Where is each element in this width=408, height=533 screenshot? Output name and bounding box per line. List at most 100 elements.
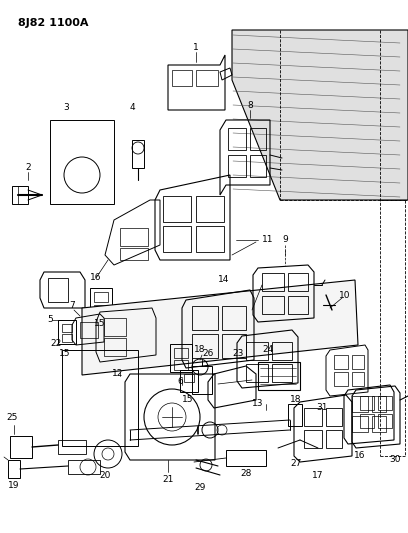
Bar — [262, 273, 284, 291]
Bar — [192, 334, 218, 358]
Text: 15: 15 — [182, 395, 194, 405]
Bar — [288, 404, 302, 426]
Bar — [90, 288, 112, 316]
Bar — [250, 128, 266, 150]
Text: 3: 3 — [63, 103, 69, 112]
Bar — [174, 348, 188, 358]
Bar — [174, 360, 188, 370]
Text: 22: 22 — [50, 340, 62, 349]
Bar — [62, 350, 138, 446]
Text: 6: 6 — [177, 377, 183, 386]
Text: 1: 1 — [193, 44, 199, 52]
Bar — [192, 306, 218, 330]
Bar — [80, 322, 98, 338]
Bar — [180, 370, 198, 392]
Text: 8: 8 — [247, 101, 253, 109]
Text: 18: 18 — [194, 345, 206, 354]
Bar — [258, 362, 300, 390]
Text: 9: 9 — [282, 236, 288, 245]
Text: 24: 24 — [262, 345, 274, 354]
Bar — [196, 196, 224, 222]
Text: 12: 12 — [112, 369, 124, 378]
Text: 7: 7 — [69, 302, 75, 311]
Text: 31: 31 — [316, 403, 328, 413]
Text: 27: 27 — [290, 459, 302, 469]
Polygon shape — [82, 280, 358, 375]
Bar — [272, 342, 292, 360]
Bar — [58, 440, 86, 454]
Bar — [334, 372, 348, 386]
Bar — [352, 396, 368, 412]
Bar — [163, 226, 191, 252]
Bar — [334, 355, 348, 369]
Bar — [196, 226, 224, 252]
Bar — [104, 318, 126, 336]
Bar — [222, 306, 246, 330]
Bar — [170, 344, 192, 372]
Text: 23: 23 — [232, 350, 244, 359]
Bar — [352, 372, 364, 386]
Text: 28: 28 — [240, 470, 252, 479]
Text: 20: 20 — [99, 471, 111, 480]
Text: 21: 21 — [162, 475, 174, 484]
Bar — [163, 196, 191, 222]
Bar — [250, 155, 266, 177]
Text: 2: 2 — [25, 164, 31, 173]
Bar — [246, 342, 268, 360]
Text: 26: 26 — [202, 349, 214, 358]
Text: 25: 25 — [6, 414, 18, 423]
Bar — [196, 70, 218, 86]
Bar — [172, 70, 192, 86]
Bar — [68, 460, 100, 474]
Bar — [120, 228, 148, 246]
Bar — [104, 338, 126, 356]
Bar — [12, 186, 28, 204]
Bar — [326, 408, 342, 426]
Bar — [228, 128, 246, 150]
Bar — [120, 248, 148, 260]
Bar — [94, 305, 108, 313]
Text: 13: 13 — [252, 400, 264, 408]
Bar — [288, 296, 308, 314]
Text: 16: 16 — [90, 273, 102, 282]
Bar — [304, 430, 322, 448]
Text: 14: 14 — [218, 276, 230, 285]
Text: 11: 11 — [262, 236, 274, 245]
Bar — [132, 140, 144, 168]
Text: 17: 17 — [312, 472, 324, 481]
Bar — [10, 436, 32, 458]
Bar — [94, 292, 108, 302]
Bar — [184, 374, 194, 382]
Bar — [288, 273, 308, 291]
Text: 4: 4 — [129, 103, 135, 112]
Bar — [326, 430, 342, 448]
Bar — [58, 320, 76, 344]
Text: 5: 5 — [47, 316, 53, 325]
Bar — [360, 396, 374, 410]
Bar — [50, 120, 114, 204]
Bar — [246, 364, 268, 382]
Bar — [62, 334, 72, 342]
Bar — [378, 414, 392, 428]
Bar — [262, 296, 284, 314]
Bar — [352, 355, 364, 369]
Polygon shape — [232, 30, 408, 200]
Bar — [48, 278, 68, 302]
Bar — [226, 450, 266, 466]
Bar — [372, 416, 386, 432]
Bar — [8, 460, 20, 478]
Bar — [360, 414, 374, 428]
Text: 10: 10 — [339, 290, 351, 300]
Bar — [352, 416, 368, 432]
Text: 29: 29 — [194, 483, 206, 492]
Bar — [272, 364, 292, 382]
Bar — [222, 334, 246, 358]
Bar — [304, 408, 322, 426]
Text: 18: 18 — [290, 395, 302, 405]
Text: 19: 19 — [8, 481, 20, 489]
Text: 15: 15 — [59, 350, 71, 359]
Text: 16: 16 — [354, 451, 366, 461]
Bar — [372, 396, 386, 412]
Text: 15: 15 — [94, 319, 106, 328]
Bar — [62, 324, 72, 332]
